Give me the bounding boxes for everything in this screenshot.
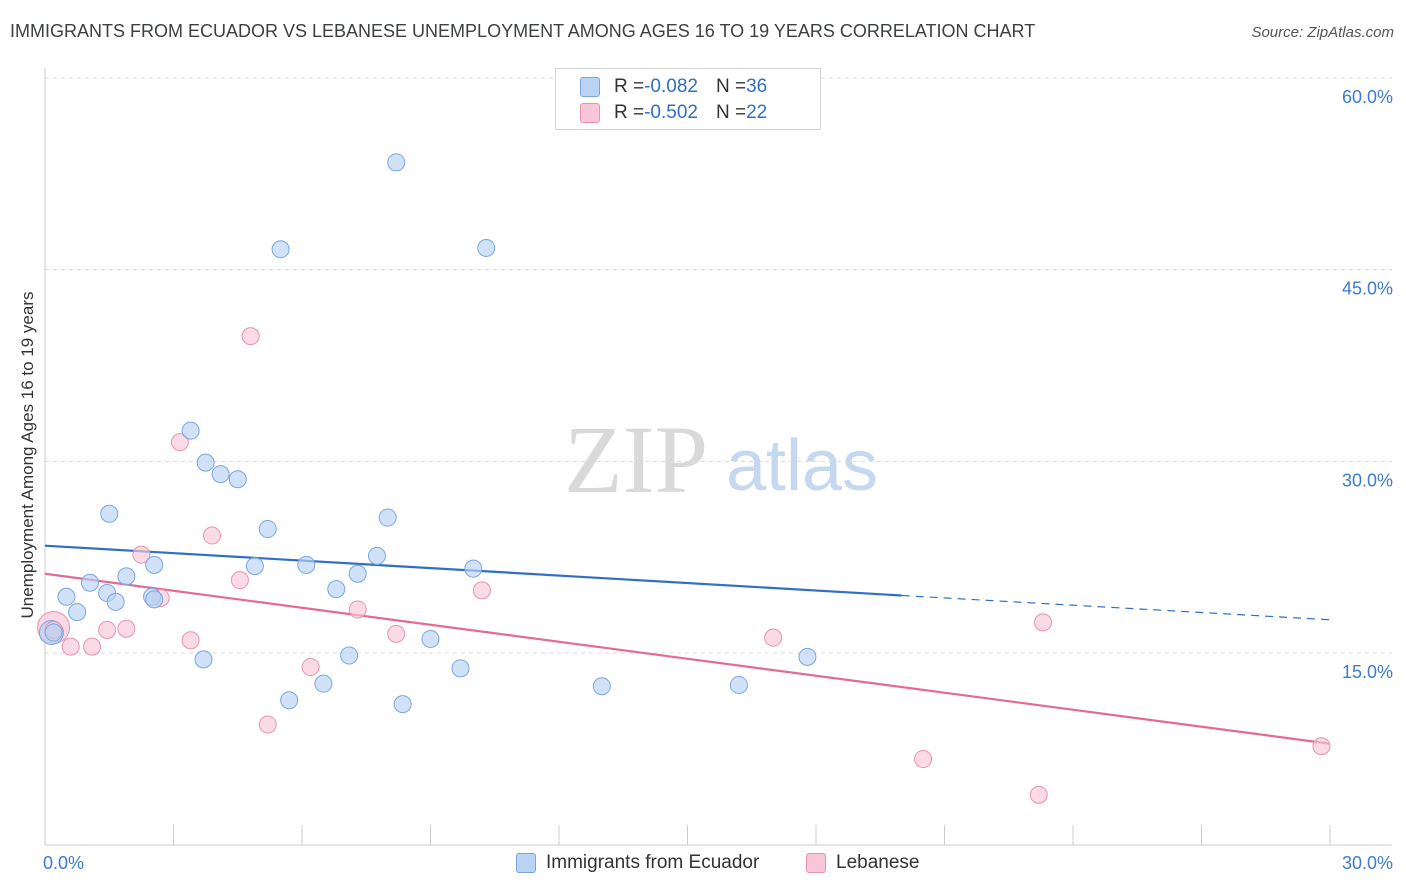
chart-title: IMMIGRANTS FROM ECUADOR VS LEBANESE UNEM… — [10, 21, 1036, 41]
point-lebanese — [230, 571, 249, 590]
y-tick-label: 60.0% — [1342, 87, 1393, 107]
y-tick-label: 30.0% — [1342, 470, 1393, 490]
point-ecuador — [245, 557, 264, 576]
legend-n-value: 22 — [746, 102, 768, 123]
point-lebanese — [61, 637, 80, 656]
point-ecuador — [464, 559, 483, 578]
point-ecuador — [477, 238, 496, 257]
point-ecuador — [348, 564, 367, 583]
point-lebanese — [83, 637, 102, 656]
legend-row-ecuador: R = -0.082 N = 36 — [580, 75, 767, 99]
point-lebanese — [117, 619, 136, 638]
legend-n-label: N = — [715, 102, 747, 123]
bottom-legend-swatch-blue — [516, 853, 536, 873]
point-ecuador — [280, 691, 299, 710]
point-lebanese — [132, 545, 151, 564]
stats-legend: R = -0.082 N = 36 R = -0.502 N = 22 — [555, 68, 821, 130]
point-ecuador — [314, 674, 333, 693]
point-ecuador — [387, 153, 406, 172]
point-lebanese — [764, 628, 783, 647]
point-lebanese — [98, 621, 117, 639]
point-ecuador — [367, 546, 386, 565]
point-lebanese — [203, 526, 222, 545]
legend-swatch-pink — [580, 103, 600, 123]
trend-line-lebanese — [44, 572, 1331, 745]
point-lebanese — [301, 658, 320, 677]
point-ecuador — [100, 504, 119, 523]
point-ecuador — [297, 555, 316, 574]
legend-r-label: R = — [614, 76, 645, 97]
legend-r-value: -0.082 — [644, 76, 698, 97]
point-ecuador — [729, 675, 748, 694]
point-lebanese — [1029, 785, 1048, 804]
point-lebanese — [170, 433, 189, 452]
point-ecuador — [181, 421, 200, 440]
point-lebanese — [258, 715, 277, 734]
point-ecuador — [451, 659, 470, 678]
point-ecuador — [393, 695, 412, 714]
point-ecuador — [421, 629, 440, 648]
watermark-atlas: atlas — [726, 426, 878, 506]
bottom-legend-lebanese: Lebanese — [806, 852, 919, 874]
trend-line-ecuador-extension — [901, 594, 1331, 621]
point-ecuador — [378, 508, 397, 527]
point-lebanese — [348, 600, 367, 619]
x-tick-label: 30.0% — [1342, 853, 1393, 873]
point-ecuador — [196, 453, 215, 472]
point-ecuador — [145, 590, 164, 609]
point-ecuador — [80, 573, 99, 592]
point-ecuador — [117, 567, 136, 586]
y-axis-label: Unemployment Among Ages 16 to 19 years — [18, 291, 37, 619]
bottom-legend-swatch-pink — [806, 853, 826, 873]
legend-swatch-blue — [580, 77, 600, 97]
point-ecuador — [106, 592, 125, 611]
point-ecuador — [340, 646, 359, 665]
point-lebanese — [1034, 613, 1053, 632]
legend-r-value: -0.502 — [644, 102, 698, 123]
legend-r-label: R = — [614, 102, 645, 123]
point-ecuador — [228, 470, 247, 489]
point-ecuador — [145, 555, 164, 574]
point-lebanese — [472, 581, 491, 600]
point-lebanese — [241, 327, 260, 346]
legend-n-value: 36 — [746, 76, 768, 97]
point-ecuador — [592, 677, 611, 696]
legend-n-label: N = — [715, 76, 747, 97]
point-ecuador — [271, 240, 290, 259]
point-ecuador — [258, 520, 277, 539]
y-tick-label: 15.0% — [1342, 662, 1393, 682]
point-ecuador — [68, 603, 87, 622]
point-lebanese — [1312, 737, 1331, 756]
watermark-zip: ZIP — [564, 406, 708, 513]
point-ecuador — [327, 580, 346, 599]
y-tick-label: 45.0% — [1342, 279, 1393, 299]
bottom-legend-label: Immigrants from Ecuador — [546, 852, 760, 873]
point-ecuador — [211, 465, 230, 484]
legend-row-lebanese: R = -0.502 N = 22 — [580, 101, 767, 125]
point-ecuador — [44, 623, 63, 642]
point-ecuador — [798, 647, 817, 666]
source-label: Source: ZipAtlas.com — [1251, 24, 1394, 41]
point-lebanese — [914, 750, 933, 769]
bottom-legend-label: Lebanese — [836, 852, 920, 873]
x-tick-label: 0.0% — [43, 853, 84, 873]
watermark: ZIP atlas — [564, 406, 878, 513]
point-lebanese — [387, 624, 406, 643]
point-ecuador — [57, 587, 76, 606]
point-ecuador — [194, 650, 213, 669]
bottom-legend-ecuador: Immigrants from Ecuador — [516, 852, 759, 874]
point-lebanese — [181, 631, 200, 650]
